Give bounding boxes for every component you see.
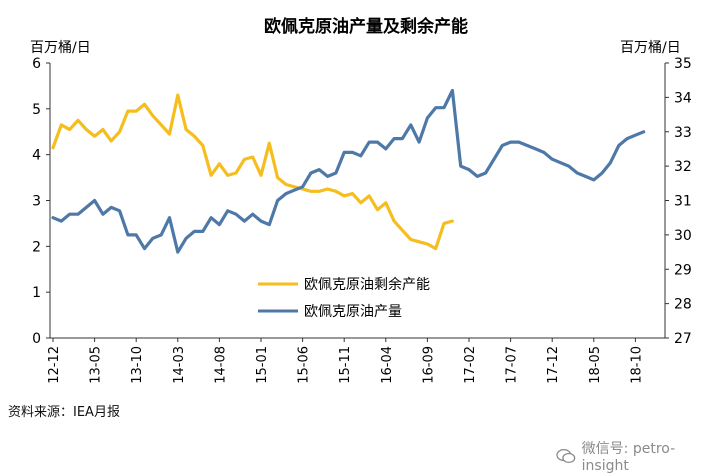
wechat-icon xyxy=(556,448,576,464)
left-tick-label: 0 xyxy=(32,331,41,347)
right-tick-label: 29 xyxy=(674,262,692,278)
x-tick-label: 13-05 xyxy=(89,346,104,384)
watermark-text: 微信号: petro-insight xyxy=(581,441,676,474)
chart-title: 欧佩克原油产量及剩余产能 xyxy=(264,16,468,37)
right-tick-label: 34 xyxy=(674,90,692,106)
right-tick-label: 30 xyxy=(674,228,692,244)
x-tick-label: 17-02 xyxy=(463,346,478,384)
watermark: 微信号: petro-insight xyxy=(556,438,720,474)
x-tick-label: 18-05 xyxy=(588,346,603,384)
right-tick-label: 33 xyxy=(674,125,692,141)
left-axis-unit: 百万桶/日 xyxy=(30,40,91,56)
series-line-production xyxy=(51,88,646,254)
right-tick-label: 31 xyxy=(674,194,692,210)
left-tick-label: 5 xyxy=(32,102,41,118)
x-tick-label: 16-09 xyxy=(421,346,436,384)
left-tick-label: 6 xyxy=(32,56,41,72)
x-tick-label: 17-12 xyxy=(546,346,561,384)
x-tick-label: 16-04 xyxy=(380,346,395,384)
right-axis-unit: 百万桶/日 xyxy=(620,40,681,56)
right-tick-label: 28 xyxy=(674,297,692,313)
legend-label: 欧佩克原油产量 xyxy=(304,304,402,320)
left-tick-label: 1 xyxy=(32,285,41,301)
source-note: 资料来源：IEA月报 xyxy=(8,405,120,420)
x-tick-label: 15-01 xyxy=(255,346,270,384)
legend-label: 欧佩克原油剩余产能 xyxy=(304,276,430,293)
x-tick-label: 18-10 xyxy=(629,346,644,384)
right-tick-label: 27 xyxy=(674,331,692,347)
series-line-spare-capacity xyxy=(51,93,454,251)
left-tick-label: 2 xyxy=(32,239,41,255)
x-tick-label: 14-03 xyxy=(172,346,187,384)
x-tick-label: 12-12 xyxy=(47,346,62,384)
x-tick-label: 17-07 xyxy=(505,346,520,384)
x-tick-label: 13-10 xyxy=(130,346,145,384)
x-tick-label: 15-06 xyxy=(297,346,312,384)
x-tick-label: 14-08 xyxy=(213,346,228,384)
right-tick-label: 35 xyxy=(674,56,692,72)
left-tick-label: 3 xyxy=(32,194,41,210)
x-tick-label: 15-11 xyxy=(338,346,353,384)
series-layer xyxy=(51,88,646,254)
left-tick-label: 4 xyxy=(32,148,41,164)
right-tick-label: 32 xyxy=(674,159,692,175)
